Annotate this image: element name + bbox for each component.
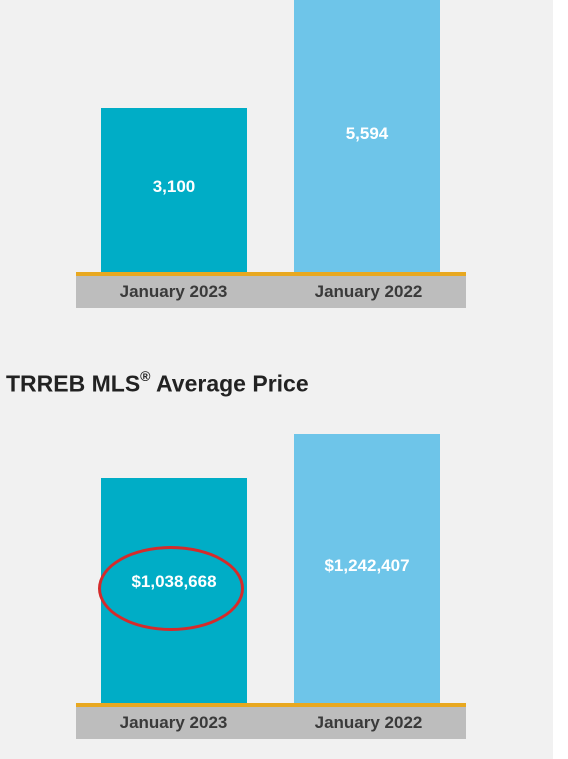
bar-value-label: 5,594 xyxy=(345,124,389,143)
report-panel: 3,100 5,594 January 2023 January 2022 TR… xyxy=(0,0,553,759)
bar-january-2022: 5,594 xyxy=(294,0,440,272)
chart-title-text: TRREB MLS xyxy=(6,370,141,397)
bar-value-label: $1,242,407 xyxy=(324,556,410,575)
x-tick-label: January 2022 xyxy=(314,282,423,301)
chart-baseline xyxy=(76,703,466,707)
highlight-circle xyxy=(98,546,244,631)
chart-title: TRREB MLS® Average Price xyxy=(6,368,309,398)
registered-mark: ® xyxy=(140,368,151,384)
x-axis-band: January 2023 January 2022 xyxy=(76,707,466,739)
bar-january-2022: $1,242,407 xyxy=(294,434,440,703)
bar-value-label: 3,100 xyxy=(152,177,196,196)
x-tick-label: January 2023 xyxy=(119,713,228,732)
bar-january-2023: 3,100 xyxy=(101,108,247,272)
chart-title-suffix: Average Price xyxy=(150,370,309,397)
sales-chart: 3,100 5,594 January 2023 January 2022 xyxy=(0,0,553,320)
chart-baseline xyxy=(76,272,466,276)
x-axis-band: January 2023 January 2022 xyxy=(76,276,466,308)
x-tick-label: January 2022 xyxy=(314,713,423,732)
x-tick-label: January 2023 xyxy=(119,282,228,301)
average-price-chart: $1,038,668 $1,242,407 January 2023 Janua… xyxy=(76,434,466,739)
